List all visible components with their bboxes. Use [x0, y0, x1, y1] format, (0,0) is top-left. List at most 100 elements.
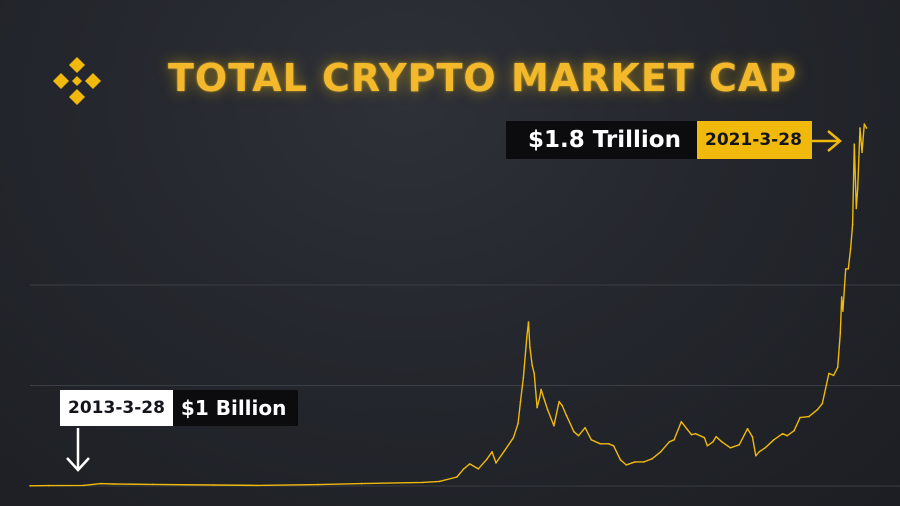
data-point	[584, 426, 586, 429]
data-point	[828, 372, 830, 375]
chart-title: TOTAL CRYPTO MARKET CAP	[168, 56, 798, 100]
data-point	[565, 414, 568, 417]
data-point	[861, 151, 863, 154]
data-point	[517, 422, 519, 425]
data-point	[100, 482, 102, 485]
data-point	[546, 408, 549, 411]
data-point	[477, 468, 480, 470]
data-point	[360, 482, 363, 485]
data-point	[855, 207, 858, 210]
data-point	[836, 366, 839, 369]
data-point	[468, 463, 471, 465]
start-date-label: 2013-3-28	[60, 390, 173, 426]
data-point	[529, 346, 531, 349]
data-point	[558, 400, 560, 403]
data-points	[29, 123, 868, 487]
data-point	[853, 143, 856, 145]
data-point	[840, 296, 843, 298]
data-point	[491, 451, 493, 453]
data-point	[746, 427, 749, 430]
data-point	[712, 441, 714, 443]
data-point	[112, 483, 115, 485]
data-point	[865, 127, 868, 129]
data-point	[673, 439, 675, 441]
data-point	[781, 432, 784, 435]
data-point	[839, 332, 842, 335]
data-point	[152, 483, 154, 486]
data-point	[526, 336, 528, 339]
peak-value-label: $1.8 Trillion	[506, 121, 697, 159]
data-point	[844, 268, 847, 270]
data-point	[643, 461, 645, 463]
start-callout: 2013-3-28 $1 Billion	[60, 390, 299, 426]
data-point	[540, 388, 542, 391]
data-point	[553, 424, 555, 427]
data-point	[659, 451, 662, 453]
data-point	[721, 441, 723, 443]
data-point	[538, 396, 541, 399]
data-point	[522, 376, 525, 379]
data-point	[680, 420, 683, 423]
data-point	[849, 248, 852, 250]
data-point	[690, 433, 693, 436]
data-point	[738, 444, 740, 446]
data-point	[82, 484, 85, 487]
data-point	[625, 464, 627, 466]
binance-logo-icon	[53, 57, 101, 105]
data-point	[29, 485, 31, 487]
data-point	[533, 372, 535, 375]
data-point	[317, 483, 319, 486]
data-point	[607, 443, 610, 445]
data-point	[456, 476, 458, 478]
data-point	[808, 415, 810, 418]
data-point	[256, 484, 258, 487]
data-point	[512, 436, 515, 439]
data-point	[561, 404, 563, 407]
data-point	[773, 439, 775, 441]
data-point	[799, 416, 801, 419]
data-point	[495, 462, 497, 464]
data-point	[729, 447, 732, 449]
data-point	[685, 427, 688, 430]
data-point	[847, 268, 850, 270]
data-point	[668, 441, 671, 443]
data-point	[438, 480, 441, 483]
data-point	[832, 374, 835, 377]
data-point	[821, 402, 824, 405]
market-cap-series-line	[29, 123, 868, 487]
data-point	[764, 447, 766, 449]
data-point	[527, 321, 530, 323]
data-point	[758, 451, 760, 453]
data-point	[503, 450, 506, 452]
data-point	[531, 364, 533, 367]
data-point	[842, 310, 844, 312]
data-point	[816, 408, 819, 411]
data-point	[421, 481, 424, 484]
data-point	[573, 430, 575, 433]
data-point	[751, 435, 754, 438]
data-point	[519, 400, 522, 403]
data-point	[715, 435, 717, 438]
data-point	[213, 484, 215, 486]
data-point	[47, 484, 50, 487]
peak-callout: $1.8 Trillion 2021-3-28	[506, 121, 812, 159]
data-point	[851, 223, 854, 226]
data-point	[703, 436, 706, 439]
data-point	[536, 406, 538, 409]
data-point	[706, 445, 709, 447]
data-point	[859, 127, 861, 129]
data-point	[634, 461, 636, 463]
data-point	[590, 439, 593, 441]
data-point	[856, 187, 859, 190]
start-arrow-icon	[66, 428, 90, 472]
data-point	[486, 458, 488, 460]
data-point	[619, 459, 622, 461]
peak-date-label: 2021-3-28	[696, 121, 812, 159]
data-point	[462, 468, 465, 470]
data-point	[694, 432, 697, 435]
data-point	[577, 434, 580, 437]
data-point	[786, 434, 788, 437]
gridlines	[30, 284, 900, 487]
data-point	[542, 396, 545, 399]
data-point	[612, 445, 615, 447]
